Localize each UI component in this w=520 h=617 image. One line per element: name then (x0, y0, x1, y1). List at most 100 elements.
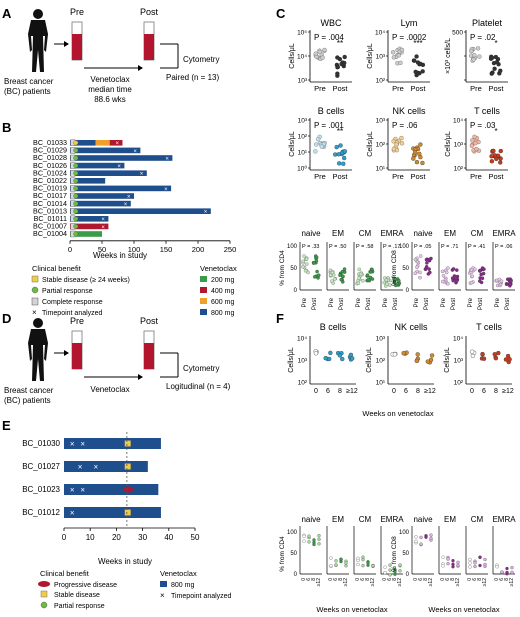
c-dot-post (420, 69, 425, 74)
c-dot-pre (477, 54, 482, 59)
f-subset-dot (483, 557, 487, 562)
c-subset-dot-pre (357, 276, 361, 280)
b-response-dot (73, 155, 79, 161)
c-dot-pre (475, 46, 481, 51)
c-dot-post (333, 152, 338, 157)
b-patient-label: BC_01029 (33, 146, 67, 155)
c-subset-ylabel: % from CD4 (279, 250, 286, 286)
f-dot (401, 351, 406, 356)
panel-letter-a: A (2, 6, 12, 21)
c-subset-ytick: 50 (290, 266, 297, 272)
f-subset-dot (329, 556, 333, 560)
e-dose-bar (64, 484, 159, 495)
b-response-dot (73, 193, 79, 199)
f-subset-dot (302, 539, 306, 543)
c-dot-post (498, 160, 503, 165)
f-subset-xtick: 0 (467, 578, 473, 581)
f-subset-xtick: 8 (311, 578, 317, 581)
panel-a-schematic: Pre Post Cytometry Paired (n = 13) Breas… (4, 7, 219, 104)
c-subset-dot-pre (441, 273, 446, 278)
f-y-label: Cells/μL (444, 347, 451, 373)
e-legend-1: Progressive disease (54, 582, 117, 589)
c-subset-dot-pre (413, 271, 418, 276)
f-dot (415, 352, 420, 357)
f-dot (492, 351, 497, 357)
b-dose-title: Venetoclax (200, 264, 237, 273)
f-subset-dot (441, 564, 445, 568)
f-x-tick-label: 0 (314, 388, 318, 395)
f-dot (507, 357, 512, 362)
b-patient-label: BC_01017 (33, 191, 67, 200)
c-y-tick-label: 10⁰ (297, 165, 307, 173)
f-x-tick-label: 0 (392, 388, 396, 395)
panel-e-swimmer-chart: BC_01030 × × BC_01027 × × BC_01023 × × BC_01012 × 0… (22, 432, 200, 542)
c-plot-title: Platelet (472, 18, 503, 28)
c-y-tick-label: 10³ (298, 118, 308, 125)
c-dot-post (414, 54, 419, 59)
c-pvalue: P = .06 (392, 121, 418, 130)
c-y-tick-label: 10¹ (376, 166, 386, 173)
e-patient-label: BC_01027 (22, 462, 60, 471)
b-x-tick-label: 250 (224, 245, 237, 254)
e-x-tick-label: 50 (191, 533, 200, 542)
stable-disease-icon (31, 275, 39, 283)
c-dot-post (411, 156, 416, 161)
c-subset-dot-pre (359, 272, 363, 277)
c-subset-pvalue: P = .71 (441, 244, 458, 250)
c-dot-pre (399, 141, 405, 146)
f-subset-xtick: ≥12 (509, 578, 515, 587)
c-x-tick-label: Pre (314, 172, 326, 181)
c-subset-dot-post (480, 276, 485, 281)
c-pvalue: P = .001 (314, 121, 344, 130)
d-drug-label: Venetoclax (90, 385, 129, 394)
c-subset-dot-post (314, 255, 319, 260)
f-subset-dot (317, 542, 321, 546)
panel-letter-c: C (276, 6, 286, 21)
f-subset-title: EMRA (380, 515, 404, 524)
f-subset-dot (446, 562, 450, 566)
b-x-tick-label: 150 (160, 245, 173, 254)
c-subset-dot-pre (418, 270, 422, 275)
f-x-tick-label: ≥12 (424, 388, 436, 395)
b-timepoint-cross: × (117, 164, 121, 170)
f-dot (493, 356, 499, 361)
c-dot-post (334, 144, 339, 150)
f-subset-xtick: 8 (477, 578, 483, 581)
c-subset-pvalue: P = .17 (383, 244, 400, 250)
c-subset-dot-post (509, 279, 513, 284)
f-subset-xtick: ≥12 (428, 578, 434, 587)
f-subset-dot (312, 538, 316, 542)
c-y-label: Cells/μL (289, 43, 296, 69)
c-y-tick-label: 10² (376, 142, 386, 149)
post-tube-icon (143, 21, 155, 61)
c-dot-pre (322, 47, 327, 53)
complete-response-icon (31, 297, 39, 306)
c-dot-pre (471, 57, 476, 62)
f-subset-dot (388, 573, 392, 577)
c-subset-dot-pre (418, 254, 423, 258)
f-subset-ytick: 50 (290, 551, 297, 557)
c-y-tick-label: 10⁵ (297, 30, 307, 37)
c-y-label: Cells/μL (367, 131, 374, 157)
f-subset-xtick: ≥12 (455, 578, 461, 587)
pre-label: Pre (70, 7, 84, 17)
f-subset-dot (398, 569, 402, 573)
c-dot-post (491, 148, 496, 154)
c-dot-pre (391, 146, 397, 151)
b-legend-1: Stable disease (≥ 24 weeks) (42, 277, 130, 284)
f-subset-dot (317, 537, 321, 541)
human-silhouette-icon (28, 318, 48, 381)
c-stars: ** (337, 127, 343, 136)
c-dot-post (413, 69, 418, 75)
c-dot-post (412, 150, 418, 155)
c-subset-dot-pre (301, 264, 305, 269)
f-subset-dot (424, 534, 428, 539)
e-timepoint-cross: × (93, 463, 98, 472)
cohort-line1: Breast cancer (4, 77, 54, 86)
f-subset-xtick: ≥12 (343, 578, 349, 587)
f-subset-xtick: 8 (504, 578, 510, 581)
c-dot-pre (319, 144, 324, 149)
c-x-tick-label: Post (332, 84, 348, 93)
f-subset-ytick: 50 (402, 551, 409, 557)
